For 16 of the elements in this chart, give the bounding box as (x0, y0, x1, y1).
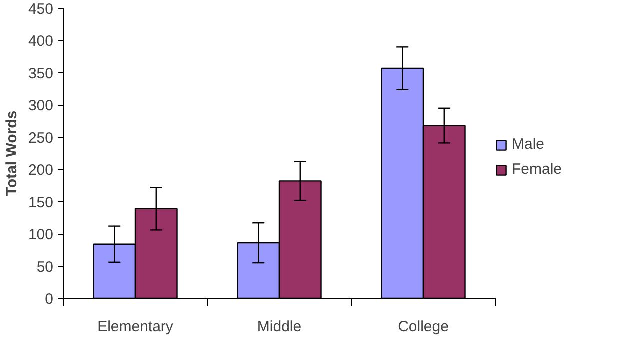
y-tick-label: 400 (28, 33, 54, 50)
y-tick-label: 250 (28, 130, 54, 147)
y-tick-label: 150 (28, 194, 54, 212)
y-tick-label: 350 (28, 65, 54, 82)
x-tick-label: College (398, 318, 449, 336)
y-tick-label: 450 (28, 1, 54, 18)
legend-label: Male (512, 136, 545, 153)
x-tick-label: Elementary (98, 318, 174, 336)
y-tick-label: 100 (28, 226, 54, 244)
y-tick-label: 300 (28, 98, 54, 115)
y-axis-title: Total Words (3, 110, 20, 196)
x-tick-label: Middle (257, 318, 302, 336)
y-tick-label: 200 (28, 162, 54, 180)
legend-label: Female (512, 161, 562, 178)
y-tick-label: 50 (36, 258, 54, 276)
y-tick-label: 0 (45, 291, 54, 308)
